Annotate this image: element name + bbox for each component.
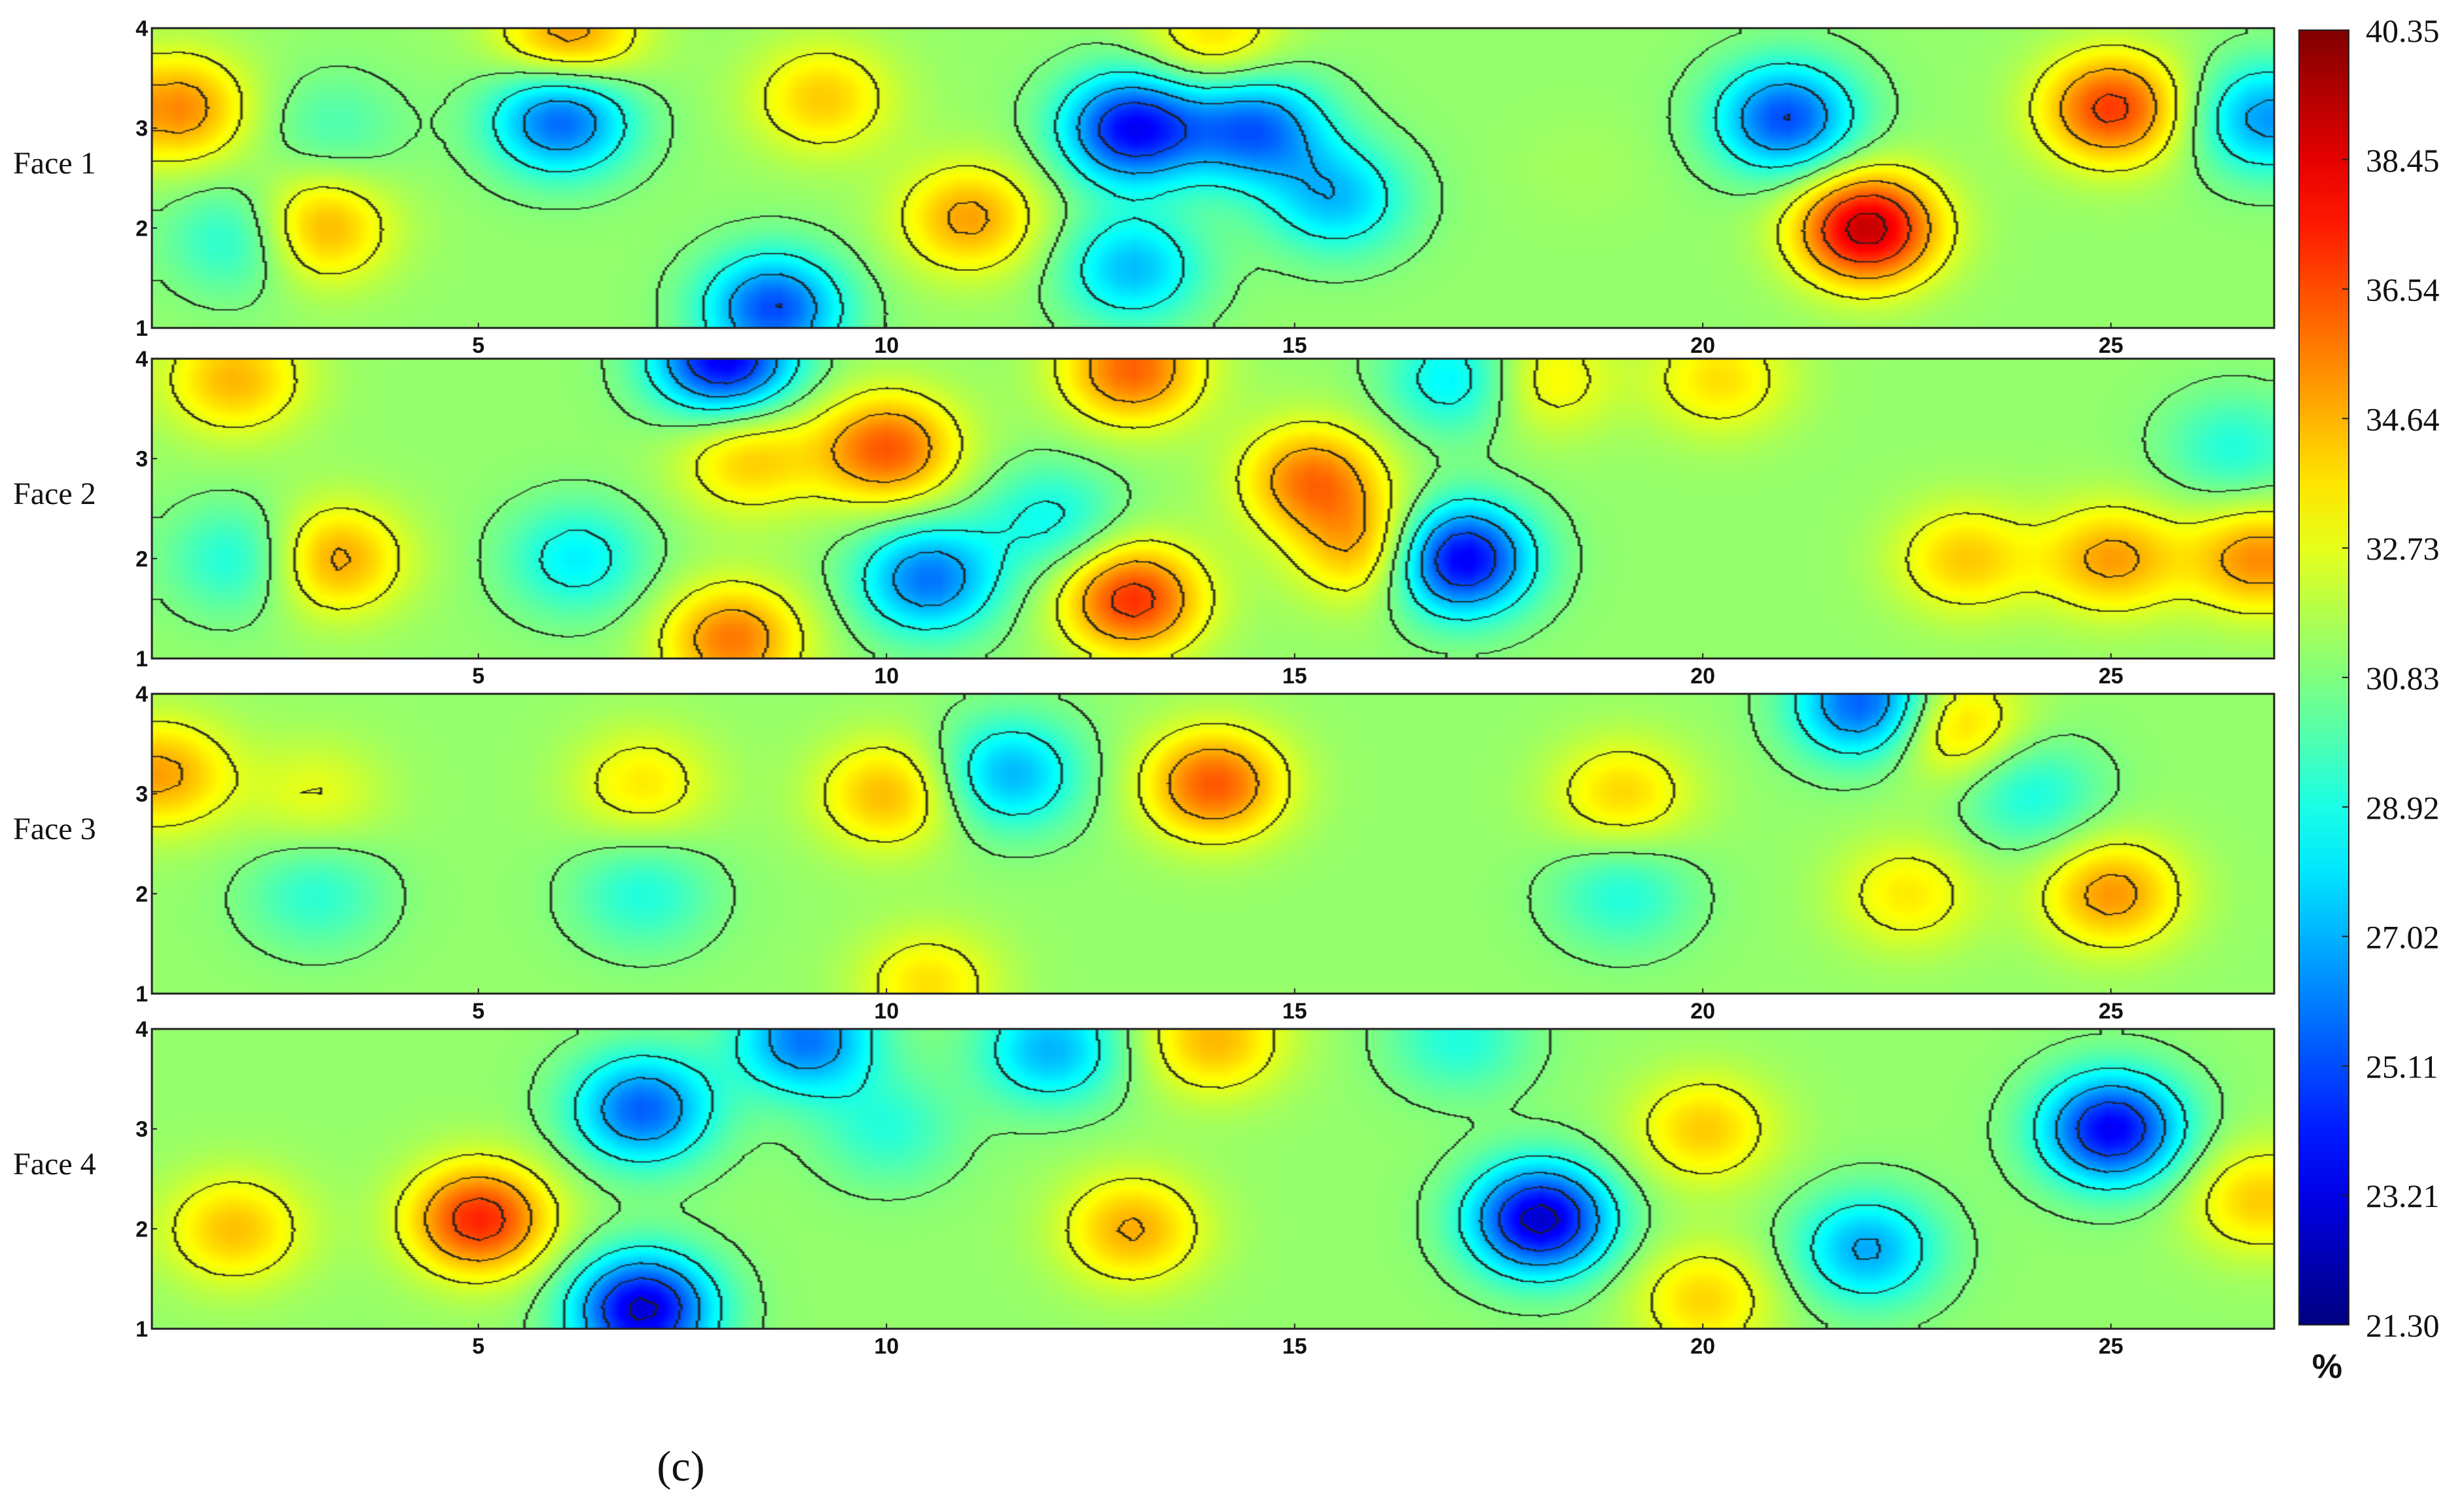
contour-map (152, 28, 2274, 328)
y-tick-label: 4 (136, 16, 148, 41)
panel-4: Face 4 1 2 3 4 5 10 15 20 25 (13, 1017, 2275, 1359)
x-tick-label: 15 (1282, 333, 1307, 358)
colorbar-tick-label: 21.30 (2366, 1307, 2440, 1344)
colorbar-tick-label: 23.21 (2366, 1178, 2440, 1214)
x-tick-label: 25 (2099, 1334, 2124, 1359)
colorbar: 40.35 38.45 36.54 34.64 32.73 30.83 28.92 27.02… (2298, 12, 2440, 1344)
x-tick-label: 10 (874, 664, 899, 689)
panel-frame (151, 1028, 2275, 1330)
panel-frame (151, 27, 2275, 329)
y-tick-label: 1 (136, 647, 148, 672)
y-tick-label: 2 (136, 1217, 148, 1242)
colorbar-tick-label: 34.64 (2366, 401, 2440, 437)
x-tick-label: 5 (472, 664, 484, 689)
y-tick-label: 1 (136, 316, 148, 341)
x-tick-label: 5 (472, 1334, 484, 1359)
y-tick-label: 2 (136, 882, 148, 907)
colorbar-tick-label: 38.45 (2366, 142, 2440, 179)
x-tick-label: 15 (1282, 999, 1307, 1024)
x-tick-label: 20 (1690, 1334, 1715, 1359)
panel-3: Face 3 1 2 3 4 5 10 15 20 25 (13, 682, 2275, 1024)
x-tick-label: 20 (1690, 664, 1715, 689)
x-tick-label: 25 (2099, 664, 2124, 689)
colorbar-tick-label: 28.92 (2366, 789, 2440, 826)
colorbar-tick-label: 27.02 (2366, 919, 2440, 956)
x-tick-label: 20 (1690, 999, 1715, 1024)
figure-caption: (c) (657, 1443, 704, 1490)
x-tick-label: 25 (2099, 333, 2124, 358)
x-tick-label: 15 (1282, 1334, 1307, 1359)
y-tick-label: 1 (136, 1317, 148, 1342)
face-label: Face 4 (13, 1147, 96, 1181)
face-label: Face 3 (13, 812, 96, 846)
panel-1: Face 1 1 2 3 4 5 10 15 20 25 (13, 16, 2275, 358)
colorbar-gradient (2298, 29, 2349, 1325)
x-tick-label: 20 (1690, 333, 1715, 358)
x-tick-label: 10 (874, 333, 899, 358)
y-tick-label: 4 (136, 347, 148, 372)
x-tick-label: 10 (874, 1334, 899, 1359)
y-tick-label: 3 (136, 447, 148, 472)
panel-2: Face 2 1 2 3 4 5 10 15 20 25 (13, 347, 2275, 689)
x-tick-label: 25 (2099, 999, 2124, 1024)
contour-map (152, 359, 2274, 658)
colorbar-unit-label: % (2312, 1348, 2342, 1386)
x-tick-label: 5 (472, 333, 484, 358)
y-tick-label: 4 (136, 1017, 148, 1042)
face-label: Face 2 (13, 477, 96, 511)
x-tick-label: 5 (472, 999, 484, 1024)
y-tick-label: 2 (136, 216, 148, 241)
y-tick-label: 1 (136, 982, 148, 1007)
x-tick-label: 10 (874, 999, 899, 1024)
panel-frame (151, 357, 2275, 660)
y-tick-label: 2 (136, 547, 148, 571)
y-tick-label: 3 (136, 117, 148, 141)
y-tick-label: 3 (136, 1117, 148, 1142)
colorbar-tick-label: 30.83 (2366, 660, 2440, 696)
contour-map (152, 694, 2274, 994)
colorbar-tick-label: 40.35 (2366, 12, 2440, 49)
x-tick-label: 15 (1282, 664, 1307, 689)
face-label: Face 1 (13, 146, 96, 181)
colorbar-tick-label: 36.54 (2366, 272, 2440, 308)
y-tick-label: 4 (136, 682, 148, 707)
colorbar-tick-label: 25.11 (2366, 1048, 2438, 1085)
contour-map (152, 1029, 2274, 1329)
panel-frame (151, 693, 2275, 995)
y-tick-label: 3 (136, 782, 148, 807)
colorbar-tick-label: 32.73 (2366, 530, 2440, 567)
